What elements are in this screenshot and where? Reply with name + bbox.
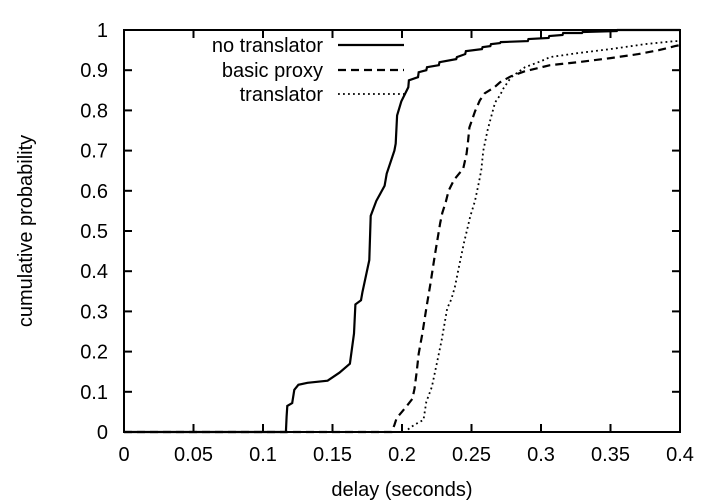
x-tick-label: 0.1 xyxy=(249,444,277,466)
y-tick-label: 0.8 xyxy=(80,100,108,122)
x-tick-label: 0.15 xyxy=(313,444,352,466)
y-axis-title: cumulative probability xyxy=(15,135,37,327)
plot-border xyxy=(123,29,681,433)
legend-label-basic-proxy: basic proxy xyxy=(222,60,323,82)
x-tick-label: 0.35 xyxy=(591,444,630,466)
series-line-basic-proxy xyxy=(124,44,681,434)
x-tick-label: 0.3 xyxy=(527,444,555,466)
x-tick-label: 0.25 xyxy=(452,444,491,466)
x-tick-label: 0.4 xyxy=(666,444,694,466)
series-line-no-translator xyxy=(124,28,680,434)
y-tick-label: 1 xyxy=(97,20,108,42)
y-tick-label: 0.4 xyxy=(80,261,108,283)
x-tick-label: 0.05 xyxy=(174,444,213,466)
x-tick-label: 0.2 xyxy=(388,444,416,466)
y-tick-label: 0.6 xyxy=(80,181,108,203)
y-tick-label: 0.7 xyxy=(80,141,108,163)
y-tick-label: 0.2 xyxy=(80,342,108,364)
x-tick-label: 0 xyxy=(118,444,129,466)
legend-label-no-translator: no translator xyxy=(212,35,324,57)
y-tick-label: 0.3 xyxy=(80,301,108,323)
x-axis-title: delay (seconds) xyxy=(331,479,472,501)
y-tick-label: 0.9 xyxy=(80,60,108,82)
y-tick-label: 0.5 xyxy=(80,221,108,243)
y-tick-label: 0.1 xyxy=(80,382,108,404)
y-tick-label: 0 xyxy=(97,422,108,444)
legend-label-translator: translator xyxy=(240,84,324,106)
